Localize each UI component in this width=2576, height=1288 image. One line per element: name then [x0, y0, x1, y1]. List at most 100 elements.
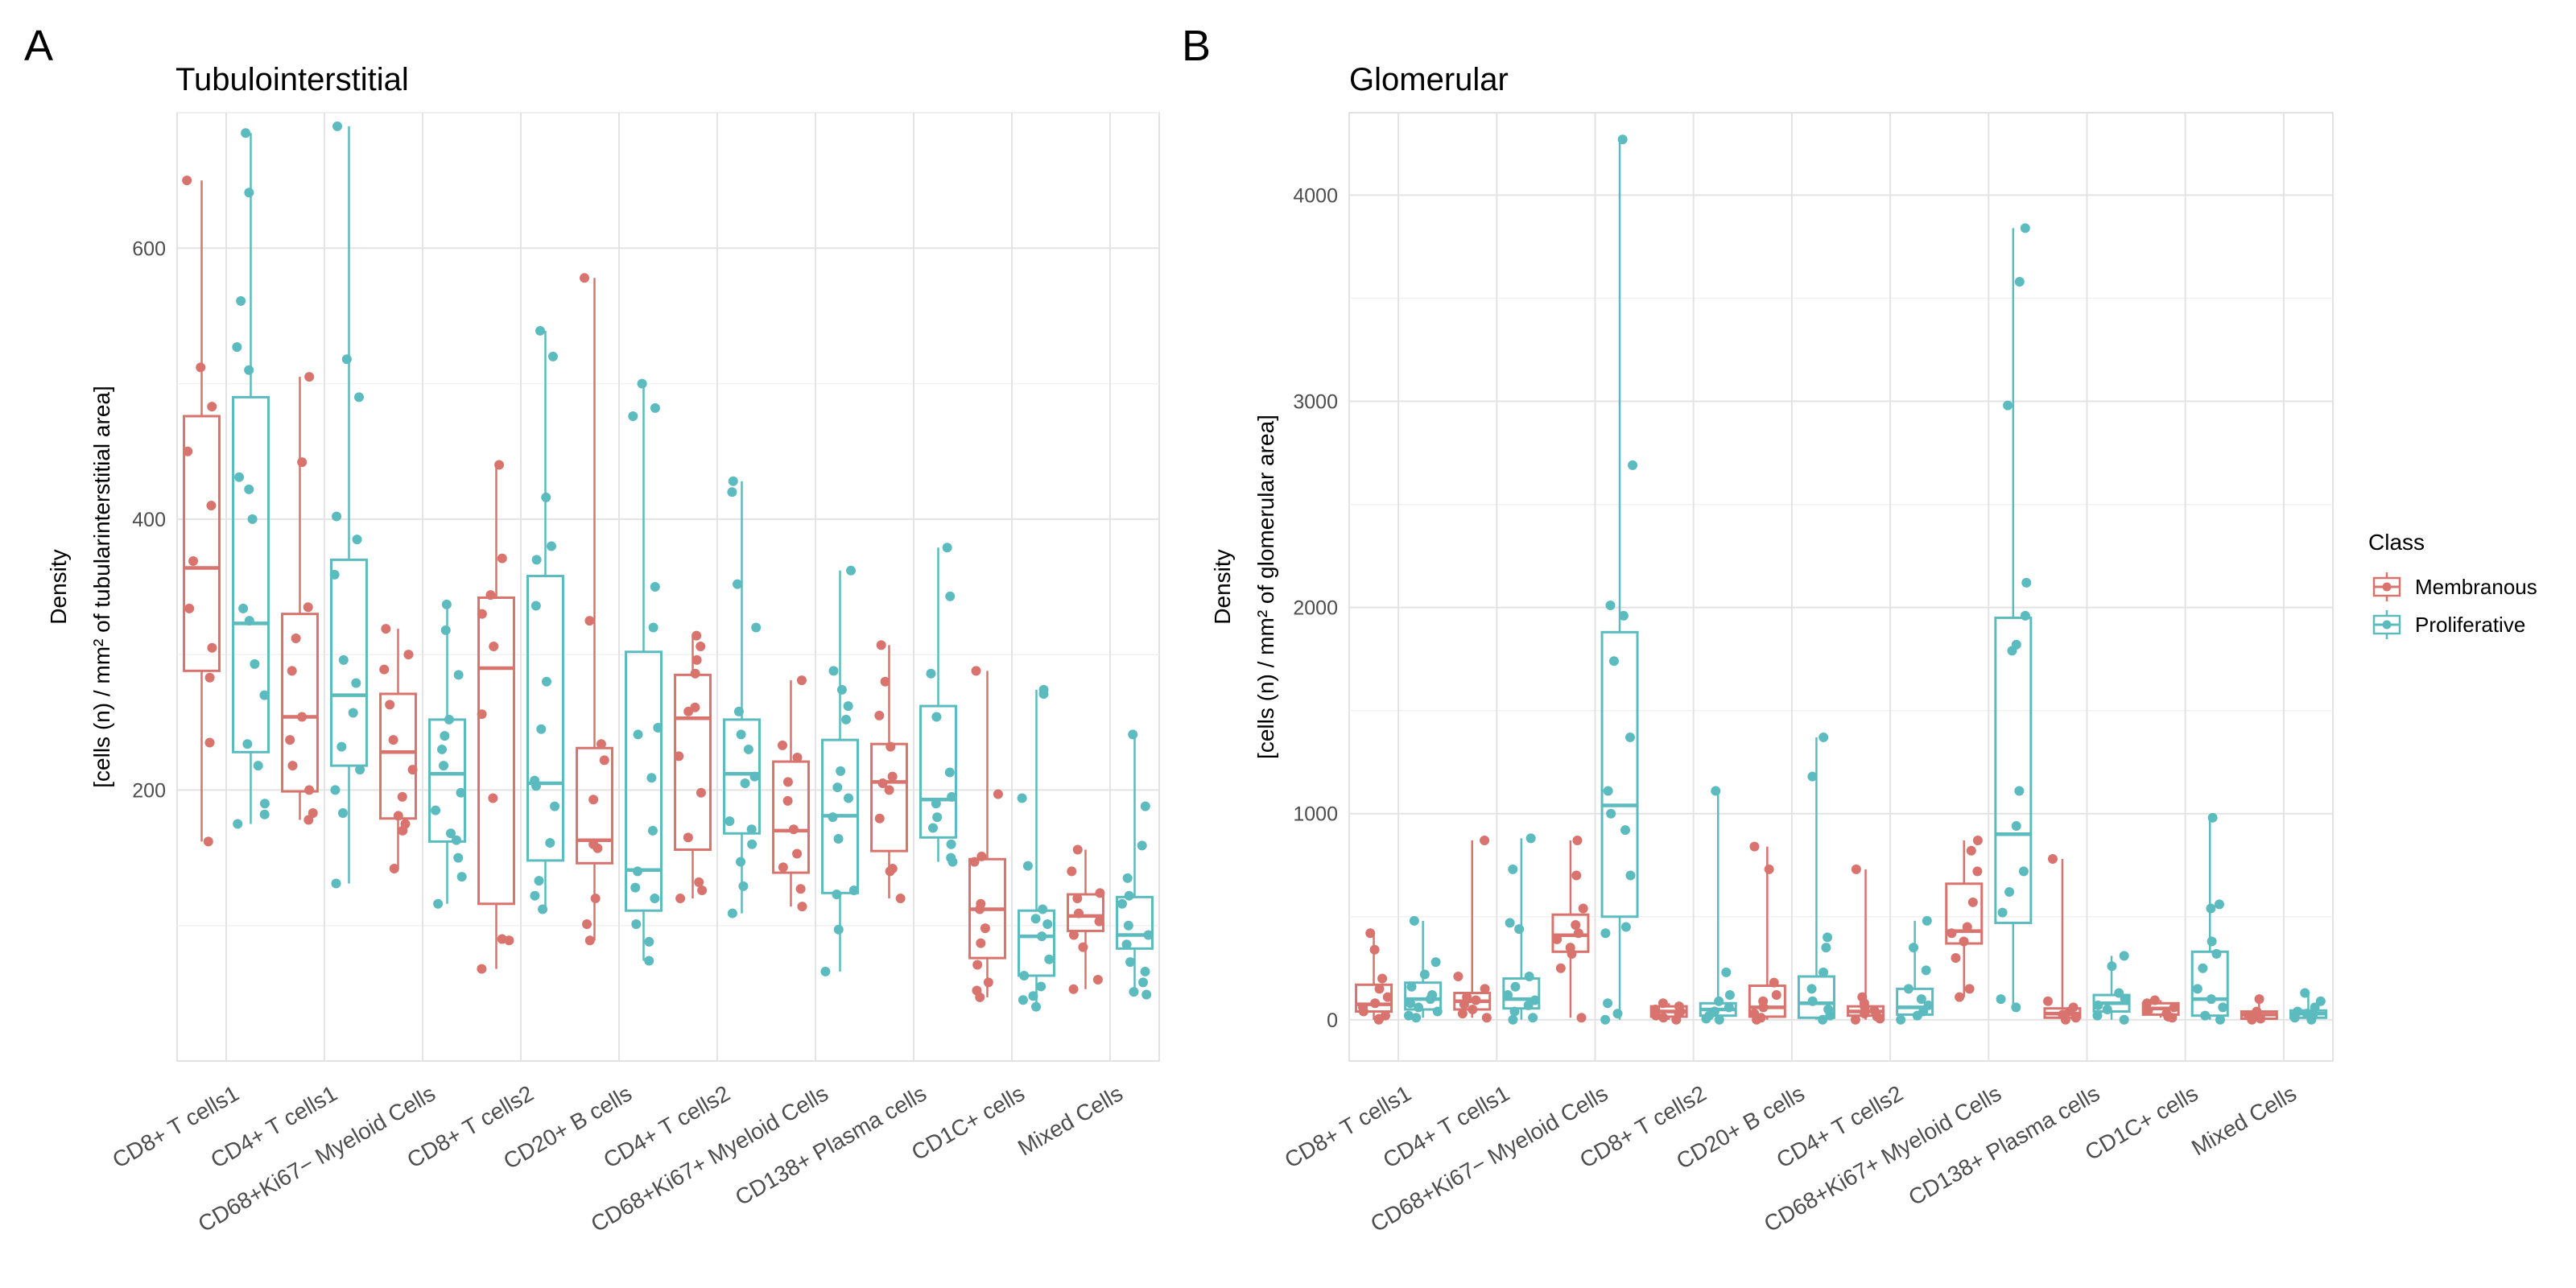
point-proliferative-cd68-ki67-myeloid-cells — [437, 744, 448, 754]
point-proliferative-cd68-ki67-myeloid-cells — [1997, 907, 2008, 918]
point-membranous-cd1c-cells — [980, 923, 990, 934]
point-membranous-cd68-ki67-myeloid-cells — [1955, 992, 1965, 1002]
box-proliferative-cd20-b-cells — [625, 650, 663, 912]
box-membranous-cd4-t-cells1 — [281, 613, 319, 793]
point-proliferative-cd138-plasma-cells — [947, 857, 958, 867]
point-membranous-cd4-t-cells1 — [297, 712, 308, 722]
point-membranous-cd8-t-cells1 — [204, 672, 215, 683]
box-membranous-cd8-t-cells1 — [183, 415, 221, 672]
point-proliferative-cd68-ki67-myeloid-cells — [441, 599, 452, 609]
point-proliferative-mixed-cells — [1137, 840, 1147, 851]
point-membranous-cd8-t-cells2 — [488, 793, 498, 803]
point-proliferative-cd8-t-cells2 — [1724, 990, 1735, 1001]
point-proliferative-cd4-t-cells1 — [1525, 833, 1536, 844]
point-membranous-cd1c-cells — [975, 904, 985, 914]
point-membranous-cd68-ki67-myeloid-cells — [1972, 866, 1983, 877]
point-membranous-mixed-cells — [1074, 908, 1084, 919]
point-proliferative-cd8-t-cells1 — [233, 819, 243, 829]
box-proliferative-cd138-plasma-cells — [919, 704, 957, 839]
point-membranous-cd4-t-cells2 — [691, 654, 702, 665]
point-membranous-cd68-ki67-myeloid-cells — [797, 902, 807, 912]
point-proliferative-cd20-b-cells — [1818, 1014, 1828, 1025]
point-membranous-cd138-plasma-cells — [2043, 996, 2054, 1006]
point-membranous-cd68-ki67-myeloid-cells — [397, 791, 407, 802]
point-membranous-cd4-t-cells2 — [1851, 864, 1861, 874]
point-proliferative-cd8-t-cells2 — [547, 351, 558, 361]
point-membranous-cd1c-cells — [2169, 1002, 2179, 1013]
point-proliferative-cd4-t-cells2 — [728, 476, 738, 486]
point-proliferative-cd4-t-cells2 — [746, 824, 757, 835]
point-proliferative-mixed-cells — [1117, 898, 1127, 909]
point-proliferative-cd4-t-cells2 — [738, 881, 749, 891]
point-membranous-cd20-b-cells — [588, 795, 599, 805]
point-membranous-cd68-ki67-myeloid-cells — [782, 777, 793, 787]
legend-title: Class — [2368, 530, 2425, 555]
point-proliferative-cd1c-cells — [2198, 963, 2208, 973]
point-proliferative-cd8-t-cells1 — [244, 484, 254, 494]
point-membranous-cd68-ki67-myeloid-cells — [1972, 835, 1983, 845]
point-proliferative-cd20-b-cells — [647, 825, 658, 836]
point-membranous-cd4-t-cells1 — [1481, 1013, 1492, 1023]
point-membranous-cd68-ki67-myeloid-cells — [393, 811, 403, 821]
point-membranous-mixed-cells — [2247, 1014, 2257, 1025]
point-membranous-cd138-plasma-cells — [2047, 854, 2058, 865]
point-membranous-cd8-t-cells2 — [489, 642, 499, 652]
point-proliferative-cd138-plasma-cells — [2102, 1004, 2112, 1014]
point-proliferative-cd68-ki67-myeloid-cells — [444, 714, 454, 724]
point-membranous-cd4-t-cells2 — [683, 706, 694, 716]
point-membranous-cd68-ki67-myeloid-cells — [1967, 897, 1978, 907]
point-membranous-cd8-t-cells1 — [1369, 944, 1380, 955]
point-proliferative-cd8-t-cells1 — [1411, 1013, 1422, 1023]
point-proliferative-cd20-b-cells — [653, 723, 663, 733]
point-membranous-cd138-plasma-cells — [874, 710, 885, 720]
point-proliferative-cd20-b-cells — [633, 729, 643, 740]
point-membranous-cd4-t-cells1 — [1480, 984, 1490, 994]
point-proliferative-cd68-ki67-myeloid-cells — [1628, 460, 1638, 470]
point-proliferative-mixed-cells — [1140, 801, 1150, 811]
point-proliferative-cd138-plasma-cells — [947, 791, 957, 802]
point-membranous-cd138-plasma-cells — [876, 640, 886, 650]
point-proliferative-cd8-t-cells2 — [1714, 996, 1724, 1006]
point-proliferative-cd68-ki67-myeloid-cells — [2014, 786, 2025, 796]
point-proliferative-mixed-cells — [2310, 1002, 2320, 1013]
point-proliferative-cd138-plasma-cells — [2119, 951, 2129, 961]
point-proliferative-cd1c-cells — [1036, 981, 1046, 992]
point-membranous-cd1c-cells — [976, 851, 987, 861]
point-proliferative-cd20-b-cells — [1806, 984, 1817, 994]
point-proliferative-cd8-t-cells1 — [238, 603, 249, 613]
point-membranous-cd4-t-cells2 — [697, 885, 708, 895]
point-membranous-cd68-ki67-myeloid-cells — [385, 700, 395, 710]
point-proliferative-cd138-plasma-cells — [931, 799, 941, 809]
point-proliferative-cd138-plasma-cells — [2120, 994, 2130, 1005]
legend-label-proliferative: Proliferative — [2415, 613, 2525, 637]
point-proliferative-cd68-ki67-myeloid-cells — [1606, 808, 1616, 819]
point-proliferative-cd4-t-cells1 — [329, 569, 340, 580]
point-proliferative-cd1c-cells — [1018, 995, 1028, 1005]
chart-title: Tubulointerstitial — [175, 62, 409, 97]
point-proliferative-cd68-ki67-myeloid-cells — [431, 805, 441, 815]
box-membranous-cd68-ki67-myeloid-cells — [772, 760, 810, 874]
point-membranous-cd68-ki67-myeloid-cells — [388, 735, 398, 745]
point-membranous-cd68-ki67-myeloid-cells — [1951, 952, 1961, 963]
point-membranous-cd8-t-cells1 — [196, 362, 206, 373]
point-proliferative-cd4-t-cells2 — [724, 816, 735, 827]
point-proliferative-cd4-t-cells2 — [736, 729, 746, 740]
point-membranous-cd4-t-cells2 — [696, 642, 706, 652]
point-proliferative-cd8-t-cells1 — [236, 295, 246, 306]
point-proliferative-cd20-b-cells — [650, 402, 660, 413]
point-proliferative-cd68-ki67-myeloid-cells — [1603, 998, 1613, 1009]
point-proliferative-cd8-t-cells1 — [1403, 1010, 1414, 1021]
point-proliferative-cd20-b-cells — [628, 411, 638, 421]
point-membranous-mixed-cells — [2256, 1013, 2266, 1024]
point-proliferative-cd68-ki67-myeloid-cells — [1608, 656, 1619, 667]
point-proliferative-cd1c-cells — [1030, 914, 1041, 924]
box-proliferative-cd8-t-cells1 — [1404, 981, 1443, 1011]
point-proliferative-cd4-t-cells1 — [1510, 981, 1521, 992]
point-membranous-cd68-ki67-myeloid-cells — [407, 765, 418, 775]
point-membranous-cd138-plasma-cells — [2070, 1013, 2081, 1023]
point-membranous-cd1c-cells — [972, 960, 983, 970]
point-proliferative-cd1c-cells — [2214, 899, 2224, 910]
point-proliferative-mixed-cells — [2306, 1014, 2317, 1025]
point-proliferative-cd1c-cells — [1031, 1001, 1042, 1012]
point-proliferative-cd138-plasma-cells — [2092, 1010, 2103, 1021]
